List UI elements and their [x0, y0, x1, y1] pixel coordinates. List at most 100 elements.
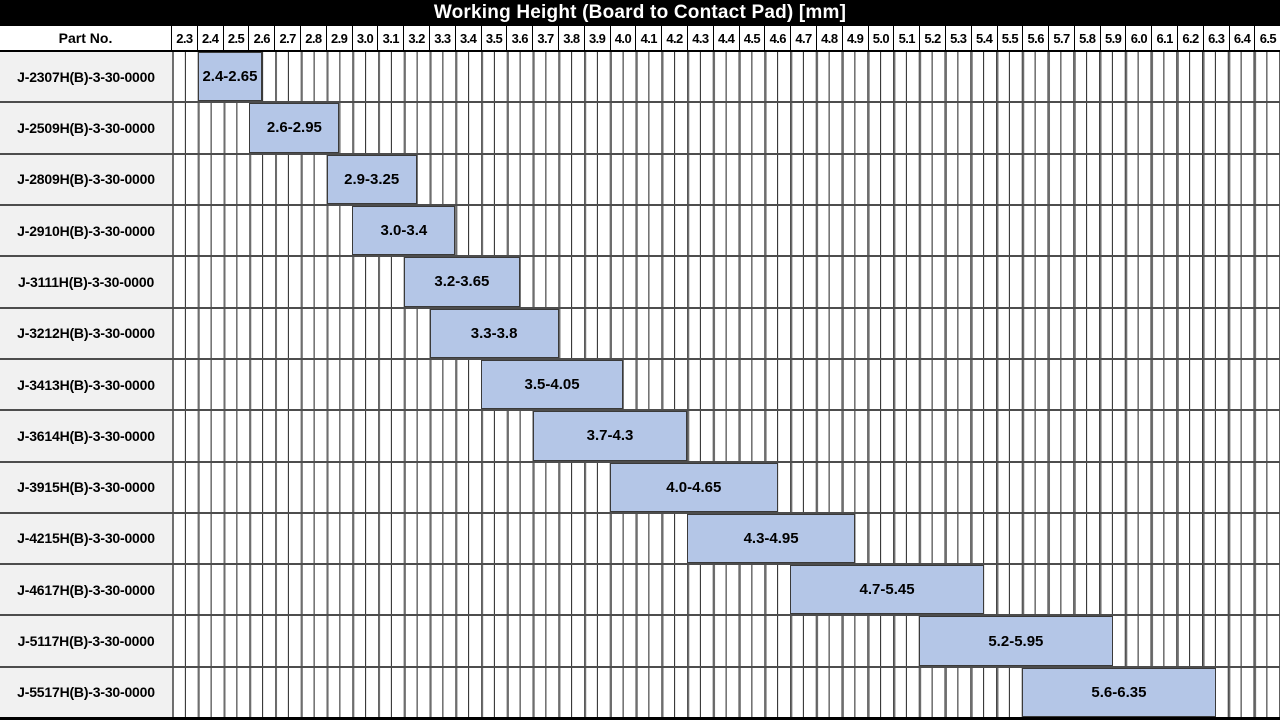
working-height-range-bar: 3.2-3.65: [403, 257, 520, 307]
chart-title: Working Height (Board to Contact Pad) [m…: [433, 2, 847, 23]
axis-tick-4.7: 4.7: [790, 26, 816, 50]
axis-tick-3.0: 3.0: [351, 26, 378, 50]
bottom-border: [0, 717, 1280, 720]
working-height-range-bar: 3.3-3.8: [429, 308, 559, 358]
chart-row: J-4215H(B)-3-30-0000 4.3-4.95: [0, 511, 1280, 564]
chart-row: J-4617H(B)-3-30-0000 4.7-5.45: [0, 563, 1280, 615]
row-grid-track: 3.7-4.3: [172, 411, 1280, 461]
chart-row: J-3413H(B)-3-30-0000 3.5-4.05: [0, 357, 1280, 410]
working-height-range-bar: 2.9-3.25: [326, 154, 417, 204]
row-grid-track: 4.7-5.45: [172, 565, 1280, 615]
row-grid-track: 2.4-2.65: [172, 52, 1280, 102]
row-grid-track: 3.0-3.4: [172, 205, 1280, 256]
row-grid-track: 2.9-3.25: [172, 154, 1280, 204]
chart-row: J-3111H(B)-3-30-0000 3.2-3.65: [0, 255, 1280, 307]
axis-tick-4.6: 4.6: [764, 26, 790, 50]
chart-row: J-5117H(B)-3-30-0000 5.2-5.95: [0, 614, 1280, 666]
axis-tick-2.3: 2.3: [176, 30, 193, 46]
axis-tick-4.2: 4.2: [661, 26, 687, 50]
row-grid-track: 3.5-4.05: [172, 359, 1280, 410]
axis-tick-5.7: 5.7: [1048, 26, 1074, 50]
axis-tick-6.5: 6.5: [1254, 26, 1280, 50]
working-height-range-bar: 3.5-4.05: [481, 359, 623, 410]
part-no-label: J-4617H(B)-3-30-0000: [0, 565, 172, 615]
axis-tick-3.8: 3.8: [557, 26, 584, 50]
axis-tick-2.5: 2.5: [222, 26, 249, 50]
part-no-label: J-2910H(B)-3-30-0000: [0, 205, 172, 256]
chart-row: J-5517H(B)-3-30-0000 5.6-6.35: [0, 665, 1280, 718]
axis-tick-5.9: 5.9: [1099, 26, 1126, 50]
axis-tick-6.1: 6.1: [1151, 26, 1177, 50]
axis-tick-4.4: 4.4: [712, 26, 739, 50]
axis-tick-2.9: 2.9: [325, 26, 352, 50]
working-height-range-bar: 4.3-4.95: [687, 513, 855, 564]
axis-tick-4.3: 4.3: [686, 26, 713, 50]
header-row: Part No. 2.3 2.4 2.5 2.6 2.7 2.8 2.9 3.0 3.1 3.2 3…: [0, 26, 1280, 52]
axis-tick-5.4: 5.4: [970, 26, 997, 50]
working-height-range-bar: 5.2-5.95: [919, 616, 1113, 666]
row-grid-track: 3.3-3.8: [172, 308, 1280, 358]
part-no-label: J-5517H(B)-3-30-0000: [0, 667, 172, 718]
part-no-label: J-3614H(B)-3-30-0000: [0, 411, 172, 461]
working-height-range-bar: 3.7-4.3: [532, 411, 688, 461]
row-grid-track: 3.2-3.65: [172, 257, 1280, 307]
chart-row: J-3614H(B)-3-30-0000 3.7-4.3: [0, 409, 1280, 461]
row-grid-track: 2.6-2.95: [172, 103, 1280, 153]
working-height-range-bar: 3.0-3.4: [352, 205, 456, 256]
axis-tick-3.9: 3.9: [583, 26, 610, 50]
axis-tick-6.2: 6.2: [1177, 26, 1203, 50]
part-no-label: J-2809H(B)-3-30-0000: [0, 154, 172, 204]
axis-tick-4.1: 4.1: [635, 26, 661, 50]
row-grid-track: 4.0-4.65: [172, 462, 1280, 512]
axis-tick-4.0: 4.0: [609, 26, 636, 50]
axis-tick-5.5: 5.5: [996, 26, 1023, 50]
row-grid-track: 4.3-4.95: [172, 513, 1280, 564]
axis-tick-5.8: 5.8: [1073, 26, 1100, 50]
chart-row: J-2307H(B)-3-30-0000 2.4-2.65: [0, 52, 1280, 102]
axis-tick-2.6: 2.6: [248, 26, 274, 50]
axis-tick-5.3: 5.3: [944, 26, 971, 50]
axis-tick-4.9: 4.9: [841, 26, 868, 50]
axis-tick-3.7: 3.7: [532, 26, 558, 50]
chart-row: J-3212H(B)-3-30-0000 3.3-3.8: [0, 306, 1280, 358]
axis-tick-3.5: 3.5: [480, 26, 507, 50]
row-grid-track: 5.2-5.95: [172, 616, 1280, 666]
working-height-range-bar: 5.6-6.35: [1022, 667, 1216, 718]
axis-tick-5.2: 5.2: [919, 26, 945, 50]
axis-tick-3.4: 3.4: [454, 26, 481, 50]
axis-tick-3.6: 3.6: [506, 26, 532, 50]
axis-tick-5.1: 5.1: [893, 26, 919, 50]
chart-row: J-2910H(B)-3-30-0000 3.0-3.4: [0, 203, 1280, 256]
part-no-label: J-5117H(B)-3-30-0000: [0, 616, 172, 666]
part-no-label: J-3915H(B)-3-30-0000: [0, 462, 172, 512]
chart-row: J-3915H(B)-3-30-0000 4.0-4.65: [0, 460, 1280, 512]
axis-tick-6.0: 6.0: [1125, 26, 1151, 50]
working-height-range-bar: 2.4-2.65: [197, 52, 263, 102]
working-height-range-bar: 2.6-2.95: [249, 103, 340, 153]
axis-tick-3.2: 3.2: [403, 26, 429, 50]
axis-tick-6.4: 6.4: [1228, 26, 1255, 50]
axis-tick-5.6: 5.6: [1022, 26, 1048, 50]
axis-tick-4.5: 4.5: [738, 26, 765, 50]
axis-tick-2.4: 2.4: [196, 26, 223, 50]
axis-tick-4.8: 4.8: [815, 26, 842, 50]
axis-tick-6.3: 6.3: [1202, 26, 1229, 50]
axis-tick-2.7: 2.7: [274, 26, 300, 50]
axis-tick-5.0: 5.0: [867, 26, 894, 50]
part-no-label: J-3413H(B)-3-30-0000: [0, 359, 172, 410]
axis-tick-2.8: 2.8: [299, 26, 326, 50]
part-no-label: J-3212H(B)-3-30-0000: [0, 308, 172, 358]
chart-rows: J-2307H(B)-3-30-0000 2.4-2.65 J-2509H(B)-3…: [0, 52, 1280, 718]
part-no-label: J-2307H(B)-3-30-0000: [0, 52, 172, 102]
working-height-range-bar: 4.7-5.45: [790, 565, 984, 615]
chart-row: J-2509H(B)-3-30-0000 2.6-2.95: [0, 101, 1280, 153]
axis-tick-row: 2.3 2.4 2.5 2.6 2.7 2.8 2.9 3.0 3.1 3.2 3.3 3.4 3.5 3…: [172, 26, 1280, 50]
axis-tick-3.3: 3.3: [428, 26, 455, 50]
part-no-column-header: Part No.: [0, 26, 172, 50]
chart-title-bar: Working Height (Board to Contact Pad) [m…: [0, 0, 1280, 26]
part-no-label: J-3111H(B)-3-30-0000: [0, 257, 172, 307]
working-height-range-bar: 4.0-4.65: [610, 462, 778, 512]
axis-tick-3.1: 3.1: [377, 26, 403, 50]
part-no-label: J-4215H(B)-3-30-0000: [0, 513, 172, 564]
